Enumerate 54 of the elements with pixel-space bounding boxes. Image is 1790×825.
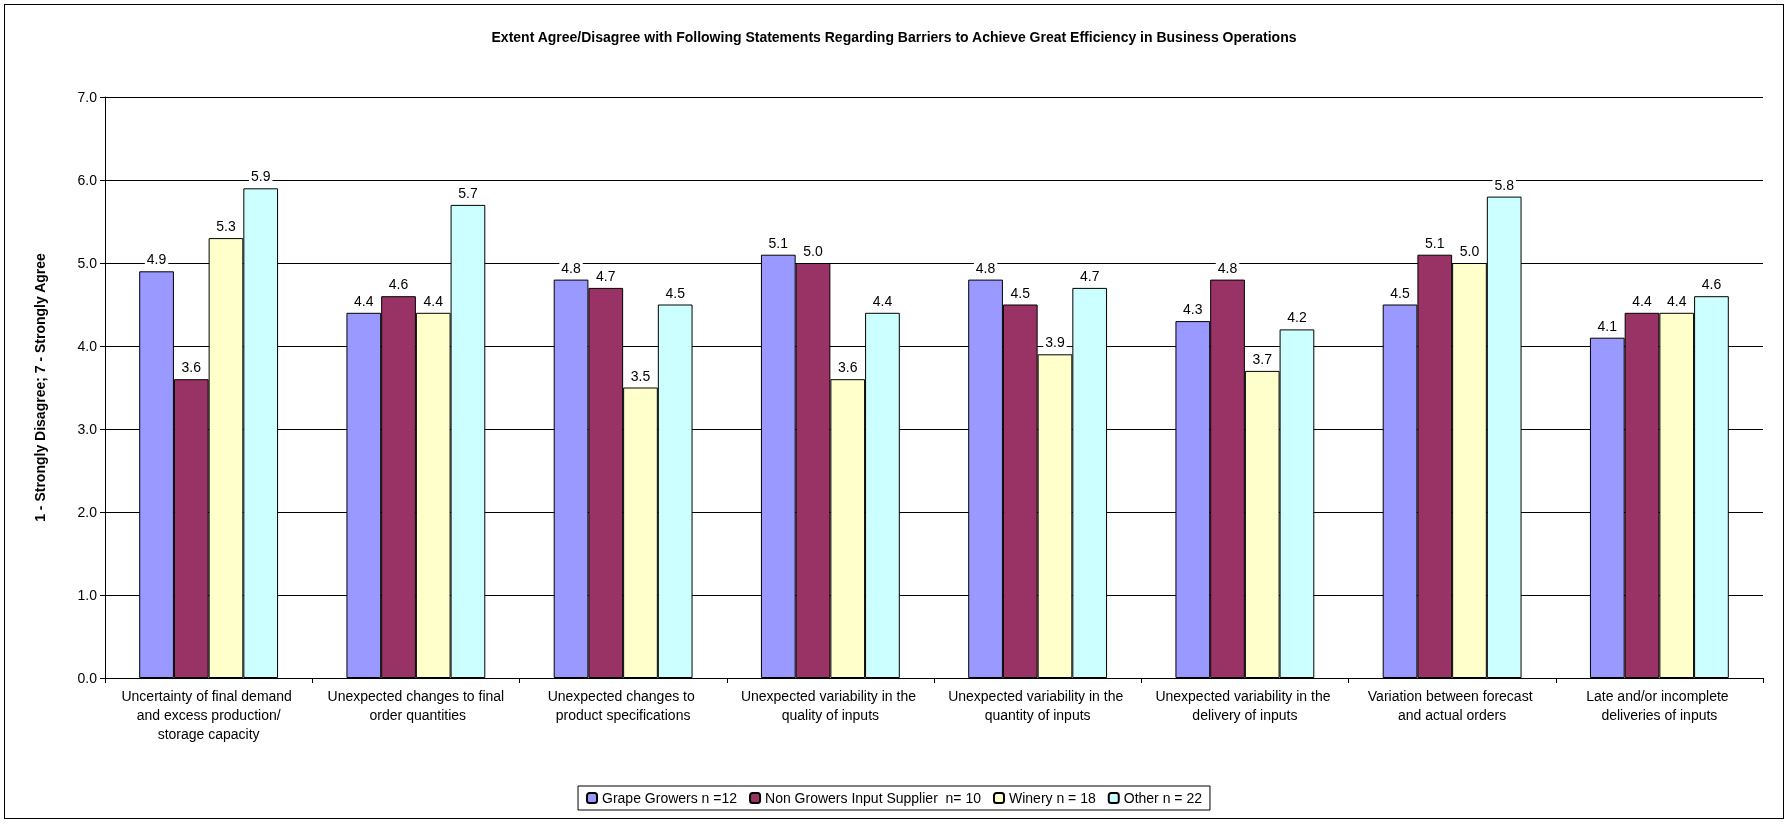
x-tick-label: Unexpected variability in the quality of inputs [740,687,920,723]
data-label: 5.1 [1425,234,1445,251]
y-tick-label: 3.0 [77,421,98,437]
data-label: 5.7 [458,184,478,201]
data-label: 4.4 [423,292,444,309]
x-tick-label: Unexpected changes to product specifications [547,687,699,723]
data-label: 3.5 [630,367,651,384]
y-tick-label: 0.0 [77,670,98,686]
x-tick-label: Unexpected variability in the delivery of inputs [1155,687,1335,723]
data-label: 4.1 [1597,317,1618,334]
y-tick-label: 5.0 [77,255,98,271]
legend-label: Winery n = 18 [1008,790,1096,806]
data-label: 4.8 [1217,259,1238,276]
y-axis-title: 1 - Strongly Disagree; 7 - Strongly Agree [32,252,48,522]
data-label: 4.6 [1701,276,1722,293]
data-label: 5.0 [803,243,823,259]
data-label: 3.6 [838,359,858,376]
data-label: 4.7 [1079,267,1100,284]
data-label: 4.5 [1010,284,1031,301]
data-label: 5.3 [216,218,236,235]
data-label: 4.4 [1667,292,1687,309]
x-tick-label: Unexpected variability in the quantity of inputs [948,687,1128,723]
data-label: 4.4 [872,292,893,309]
data-label: 5.8 [1494,176,1515,193]
data-label: 4.4 [354,292,374,309]
y-tick-label: 7.0 [77,89,98,105]
legend-label: Other n = 22 [1123,790,1203,806]
data-label: 4.3 [1183,301,1203,318]
x-tick-label: Uncertainty of final demand and excess production/storage capacity [121,687,296,742]
data-label: 4.8 [561,259,581,276]
y-tick-label: 1.0 [77,587,98,603]
legend-label: Grape Growers n =12 [602,790,738,806]
chart-title: Extent Agree/Disagree with Following Statements Regarding Barriers to Achieve Great Efficiency in Business Operations [491,29,1297,45]
legend-label: Non Growers Input Supplier n= 10 [765,790,982,806]
x-tick-label: Unexpected changes to final order quantities [327,687,505,723]
data-label: 5.0 [1459,243,1480,259]
data-label: 5.1 [768,234,789,251]
x-tick-label: Variation between forecast and actual orders [1367,687,1537,723]
y-tick-label: 6.0 [77,172,98,188]
data-label: 3.9 [1045,334,1065,351]
data-label: 4.6 [388,276,409,293]
y-tick-label: 4.0 [77,338,98,354]
data-label: 4.8 [975,259,996,276]
x-tick-label: Late and/or incomplete deliveries of inputs [1586,687,1733,723]
data-label: 3.7 [1252,350,1273,367]
data-label: 4.5 [665,284,686,301]
data-label: 4.4 [1632,292,1652,309]
data-label: 4.2 [1287,309,1307,326]
data-label: 5.9 [250,168,271,185]
y-tick-label: 2.0 [77,504,98,520]
data-label: 4.9 [146,251,167,268]
data-label: 4.5 [1390,284,1410,301]
data-label: 3.6 [181,359,202,376]
data-label: 4.7 [596,267,616,284]
